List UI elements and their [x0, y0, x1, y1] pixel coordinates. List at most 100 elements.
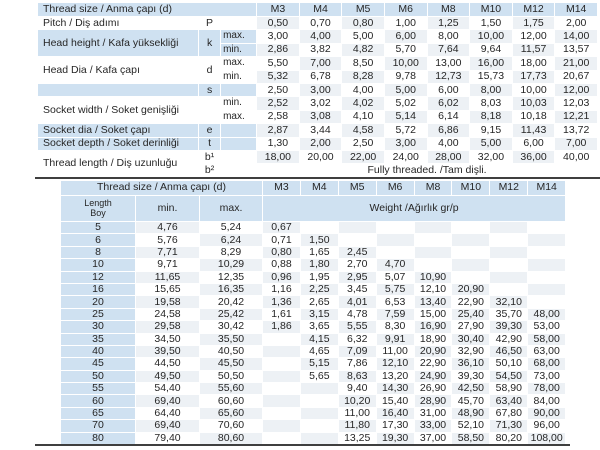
- size-column-header: M5: [341, 2, 385, 17]
- length-row: 5 4,76 5,24 0,67: [60, 220, 567, 235]
- max-cell: 70,60: [199, 419, 263, 433]
- weight-cell: 1,65: [299, 245, 339, 260]
- weight-cell: 4,15: [299, 332, 339, 346]
- weight-cell: 58,50: [451, 431, 491, 446]
- weight-cell: [299, 406, 339, 421]
- weight-cell: 42,90: [489, 332, 529, 346]
- min-cell: 79,40: [135, 431, 200, 446]
- weight-cell: 17,30: [375, 419, 415, 433]
- max-cell: 45,50: [199, 357, 263, 371]
- row-label: Head height / Kafa yüksekliği: [36, 29, 200, 58]
- weight-cell: 13,25: [337, 431, 377, 446]
- max-cell: 12,35: [199, 270, 263, 284]
- value-cell: 32,00: [469, 149, 513, 165]
- weight-cell: [451, 220, 491, 235]
- length-cell: 20: [60, 295, 136, 309]
- weight-cell: [337, 220, 377, 235]
- size-column-header: M14: [527, 180, 567, 196]
- weight-cell: 68,00: [527, 357, 567, 371]
- row-limit-tag: [220, 15, 258, 31]
- value-cell: 2,52: [256, 96, 300, 111]
- length-cell: 60: [60, 394, 136, 408]
- value-cell: 12,73: [426, 69, 471, 84]
- weight-cell: 78,00: [527, 382, 567, 396]
- value-cell: 1,50: [469, 15, 513, 31]
- weight-cell: [489, 220, 529, 235]
- spec-row: max. 2,58 3,08 4,10 5,14 6,14 8,18 10,18 12,21: [38, 109, 598, 125]
- length-cell: 10: [60, 258, 136, 272]
- weight-cell: [262, 357, 301, 371]
- size-column-header: M5: [337, 180, 377, 196]
- row-label: Thread length / Diş uzunluğu: [36, 149, 200, 178]
- row-symbol: d: [198, 56, 222, 84]
- length-cell: 30: [60, 320, 136, 334]
- min-cell: 7,71: [135, 245, 200, 260]
- max-cell: 5,24: [199, 220, 263, 235]
- value-cell: 10,00: [469, 29, 513, 44]
- weight-cell: 36,10: [451, 357, 491, 371]
- max-cell: 30,42: [199, 320, 263, 334]
- weight-cell: [299, 431, 339, 446]
- weight-cell: [299, 394, 339, 408]
- value-cell: 8,00: [469, 82, 513, 98]
- length-label-en: Length: [84, 197, 112, 208]
- weight-cell: 4,78: [337, 307, 377, 322]
- spec-row: s 2,50 3,00 4,00 5,00 6,00 8,00 10,00 12,00: [36, 82, 598, 98]
- length-row: 80 79,40 80,60 13,25 19,30 37,00 58,50 80,20 108…: [60, 431, 567, 446]
- weight-cell: 52,10: [451, 419, 491, 433]
- value-cell: 9,15: [469, 123, 513, 138]
- weight-cell: 2,65: [299, 295, 339, 309]
- weight-cell: [262, 369, 301, 384]
- length-cell: 12: [60, 270, 136, 284]
- weight-cell: [489, 245, 529, 260]
- weight-cell: 18,90: [413, 332, 453, 346]
- weight-cell: 0,71: [262, 233, 301, 247]
- value-cell: 2,50: [341, 136, 385, 151]
- value-cell: 13,00: [426, 56, 471, 71]
- length-row: 10 9,71 10,29 0,88 1,80 2,70 4,70: [60, 258, 567, 272]
- value-cell: 6,86: [426, 123, 471, 138]
- weight-cell: 5,65: [299, 369, 339, 384]
- length-row: 60 69,40 60,60 10,20 15,40 28,90 45,70 63,40 84,…: [60, 394, 567, 408]
- weight-cell: 8,63: [337, 369, 377, 384]
- weight-cell: [489, 282, 529, 297]
- length-cell: 80: [60, 431, 136, 446]
- weight-cell: 16,90: [413, 320, 453, 334]
- weight-cell: 24,90: [413, 369, 453, 384]
- value-cell: 12,21: [554, 109, 598, 125]
- value-cell: 20,00: [298, 149, 343, 165]
- max-cell: 20,42: [199, 295, 263, 309]
- length-row: 50 49,50 50,50 5,65 8,63 13,20 24,90 39,30 54,50…: [60, 369, 567, 384]
- max-cell: 10,29: [199, 258, 263, 272]
- value-cell: 18,00: [511, 56, 556, 71]
- weight-cell: 22,90: [451, 295, 491, 309]
- value-cell: 2,00: [298, 136, 343, 151]
- row-limit-tag: [220, 149, 258, 165]
- row-label: Socket width / Soket genişliği: [36, 96, 200, 125]
- weight-cell: 1,95: [299, 270, 339, 284]
- spec-row: Socket depth / Soket derinliği t 1,30 2,00 2…: [36, 136, 598, 151]
- value-cell: 16,00: [469, 56, 513, 71]
- size-column-header: M10: [469, 2, 513, 17]
- value-cell: 5,00: [469, 136, 513, 151]
- row-symbol: b¹: [198, 149, 222, 165]
- value-cell: 8,50: [341, 56, 385, 71]
- value-cell: 22,00: [341, 149, 385, 165]
- value-cell: 28,00: [426, 149, 471, 165]
- weight-cell: [262, 394, 301, 408]
- weight-cell: 20,90: [413, 344, 453, 359]
- size-column-header: M14: [554, 2, 598, 17]
- row-limit-tag: [220, 136, 258, 151]
- value-cell: 3,08: [298, 109, 343, 125]
- weight-cell: 3,65: [299, 320, 339, 334]
- value-cell: 10,00: [383, 56, 428, 71]
- weight-cell: 53,00: [527, 320, 567, 334]
- row-label: Socket dia / Soket çapı: [36, 123, 200, 138]
- value-cell: 4,00: [298, 29, 343, 44]
- row-limit-tag: max.: [220, 56, 258, 71]
- length-row: 45 44,50 45,50 5,15 7,86 12,10 22,90 36,10 50,10…: [60, 357, 567, 371]
- weight-cell: [451, 233, 491, 247]
- weight-cell: 6,32: [337, 332, 377, 346]
- row-limit-tag: min.: [220, 96, 258, 111]
- value-cell: 3,82: [298, 42, 343, 58]
